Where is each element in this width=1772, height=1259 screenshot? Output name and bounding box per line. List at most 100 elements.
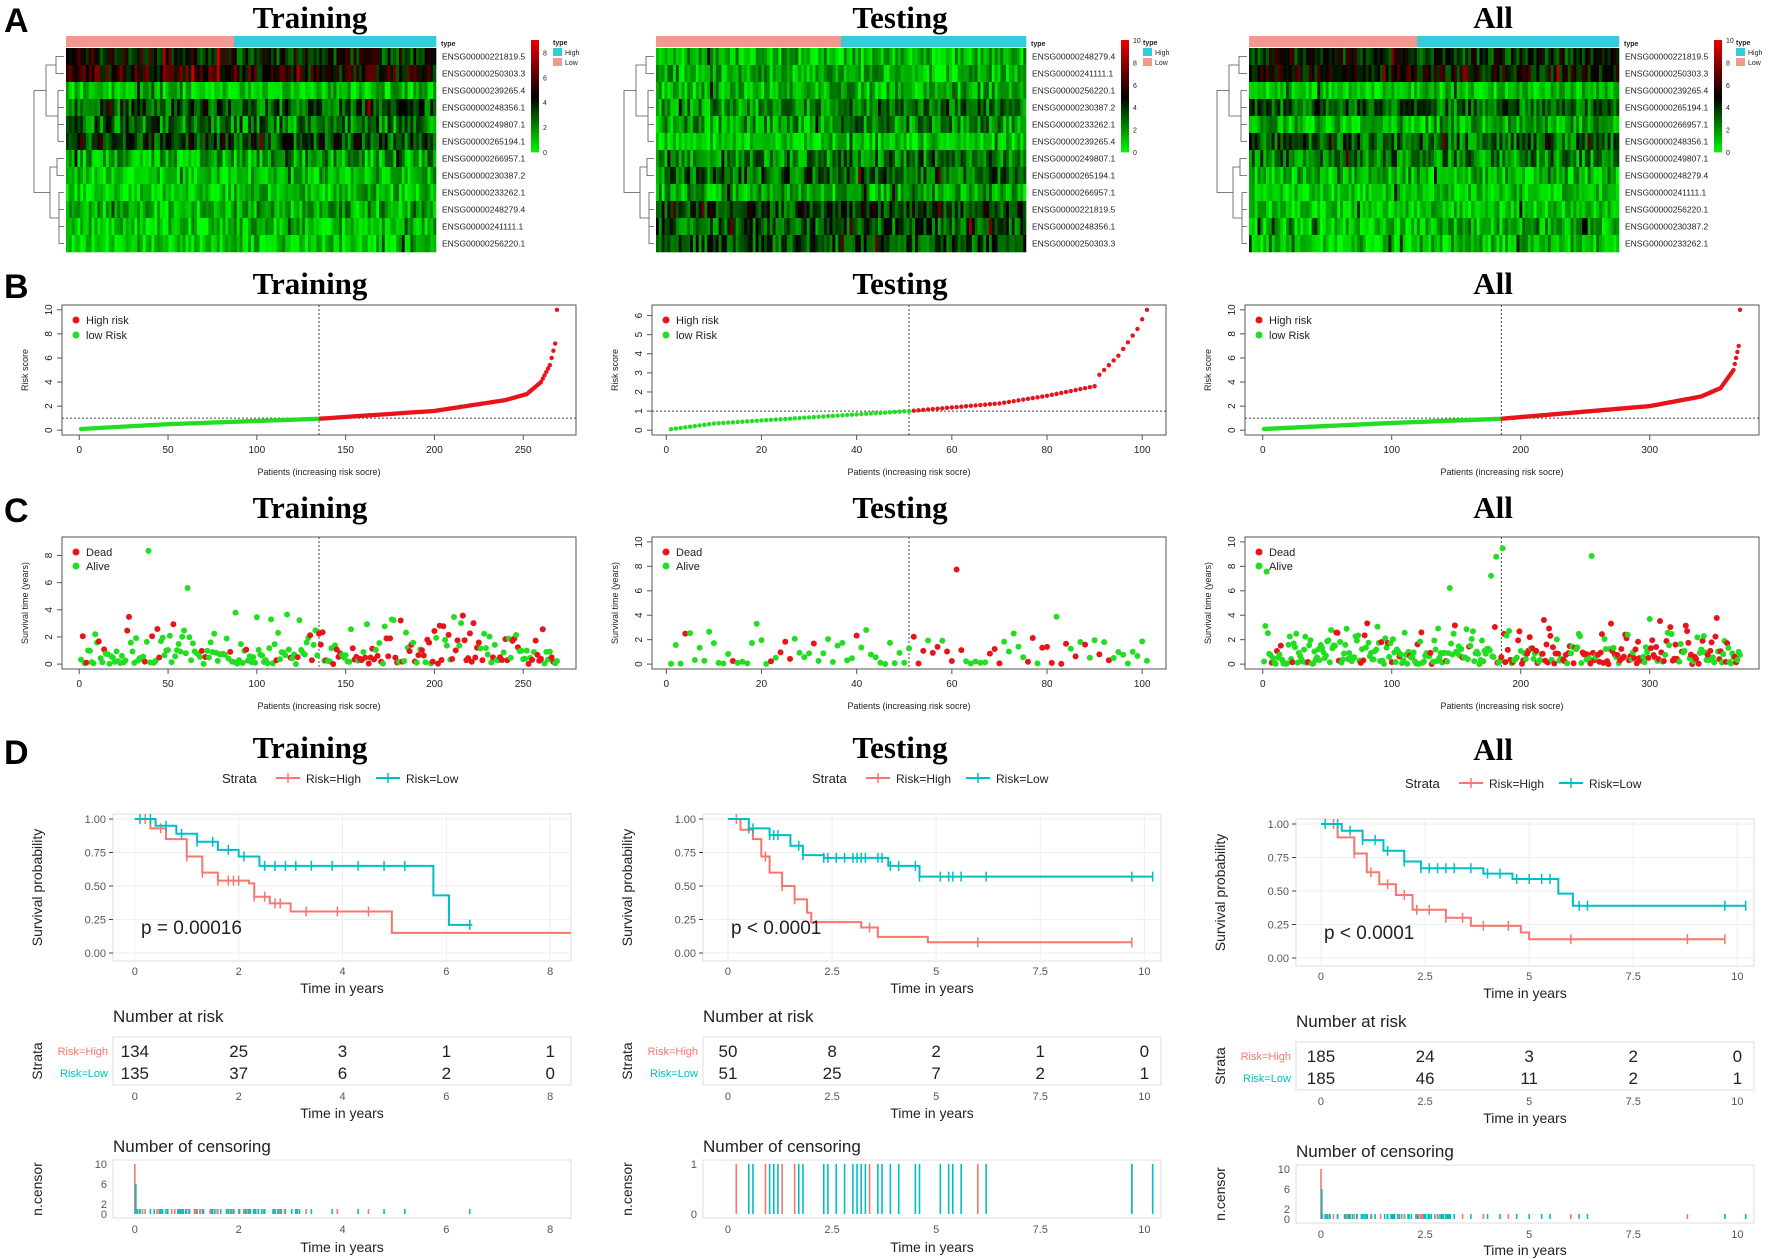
heatmap-cell — [256, 82, 260, 100]
type-annotation-cell — [179, 36, 183, 47]
heatmap-cell — [1288, 218, 1292, 236]
heatmap-cell — [1014, 65, 1018, 83]
heatmap-cell — [843, 167, 847, 185]
alive-point — [122, 657, 129, 664]
title-testing: Testing — [852, 730, 948, 765]
heatmap-cell — [684, 82, 688, 100]
heatmap-cell — [747, 235, 751, 253]
type-annotation-cell — [165, 36, 169, 47]
heatmap-cell — [1020, 133, 1024, 151]
at-risk-low-count: 7 — [931, 1064, 940, 1083]
heatmap-cell — [285, 218, 289, 236]
heatmap-cell — [966, 150, 970, 168]
heatmap-cell — [245, 235, 249, 253]
heatmap-cell — [214, 82, 218, 100]
heatmap-cell — [214, 65, 218, 83]
heatmap-cell — [188, 48, 192, 66]
heatmap-cell — [208, 82, 212, 100]
heatmap-cell — [248, 201, 252, 219]
heatmap-cell — [390, 184, 394, 202]
heatmap-cell — [74, 116, 78, 134]
heatmap-cell — [701, 133, 705, 151]
heatmap-cell — [912, 48, 916, 66]
heatmap-cell — [863, 48, 867, 66]
heatmap-cell — [407, 99, 411, 117]
x-tick-label: 4 — [339, 1224, 345, 1236]
heatmap-cell — [333, 150, 337, 168]
heatmap-cell — [399, 116, 403, 134]
heatmap-cell — [786, 133, 791, 151]
heatmap-cell — [97, 48, 101, 66]
low-risk-point — [749, 418, 755, 424]
heatmap-cell — [656, 48, 660, 66]
heatmap-cell — [920, 116, 924, 134]
heatmap-cell — [430, 99, 434, 117]
heatmap-cell — [789, 116, 793, 134]
alive-point — [839, 639, 846, 646]
heatmap-cell — [943, 99, 947, 117]
heatmap-cell — [376, 184, 380, 202]
low-risk-point — [883, 410, 888, 415]
heatmap-cell — [356, 65, 360, 83]
heatmap-cell — [775, 167, 779, 185]
heatmap-cell — [1251, 82, 1255, 100]
heatmap-cell — [350, 184, 354, 202]
heatmap-cell — [926, 235, 930, 253]
heatmap-cell — [690, 235, 694, 253]
heatmap-cell — [946, 218, 950, 236]
heatmap-cell — [852, 184, 856, 202]
heatmap-cell — [960, 150, 964, 168]
heatmap-cell — [108, 201, 112, 219]
heatmap-cell — [849, 48, 853, 66]
heatmap-cell — [322, 201, 326, 219]
heatmap-cell — [105, 184, 109, 202]
heatmap-cell — [290, 184, 294, 202]
heatmap-cell — [299, 116, 303, 134]
heatmap-cell — [795, 150, 799, 168]
heatmap-cell — [661, 116, 665, 134]
heatmap-cell — [276, 167, 280, 185]
heatmap-cell — [97, 82, 101, 100]
heatmap-cell — [775, 82, 779, 100]
heatmap-cell — [724, 201, 728, 219]
heatmap-cell — [1017, 184, 1021, 202]
heatmap-cell — [1266, 99, 1270, 117]
heatmap-cell — [222, 201, 226, 219]
heatmap-cell — [880, 218, 884, 236]
heatmap-cell — [684, 116, 688, 134]
heatmap-cell — [390, 133, 394, 151]
heatmap-cell — [775, 99, 779, 117]
heatmap-cell — [838, 99, 842, 117]
heatmap-cell — [421, 201, 425, 219]
heatmap-cell — [1000, 65, 1004, 83]
heatmap-cell — [105, 99, 109, 117]
heatmap-cell — [219, 48, 223, 66]
heatmap-cell — [752, 99, 756, 117]
high-risk-point — [1140, 317, 1145, 322]
type-annotation-cell — [194, 36, 198, 47]
heatmap-cell — [182, 133, 186, 151]
heatmap-cell — [1000, 218, 1004, 236]
type-annotation-cell — [305, 36, 309, 47]
heatmap-cell — [909, 48, 913, 66]
heatmap-cell — [940, 133, 944, 151]
heatmap-cell — [900, 133, 904, 151]
alive-point — [488, 659, 495, 666]
heatmap-cell — [342, 99, 346, 117]
heatmap-cell — [684, 48, 688, 66]
type-annotation-cell — [410, 36, 414, 47]
heatmap-cell — [695, 218, 699, 236]
heatmap-cell — [934, 82, 939, 100]
heatmap-cell — [909, 184, 913, 202]
type-annotation-cell — [319, 36, 323, 47]
heatmap-cell — [1274, 201, 1278, 219]
heatmap-cell — [236, 65, 240, 83]
alive-point — [963, 658, 970, 665]
alive-point — [523, 647, 530, 654]
heatmap-cell — [376, 150, 380, 168]
heatmap-cell — [949, 99, 953, 117]
heatmap-cell — [105, 133, 109, 151]
heatmap-cell — [68, 65, 72, 83]
heatmap-cell — [1003, 167, 1007, 185]
heatmap-cell — [231, 82, 235, 100]
